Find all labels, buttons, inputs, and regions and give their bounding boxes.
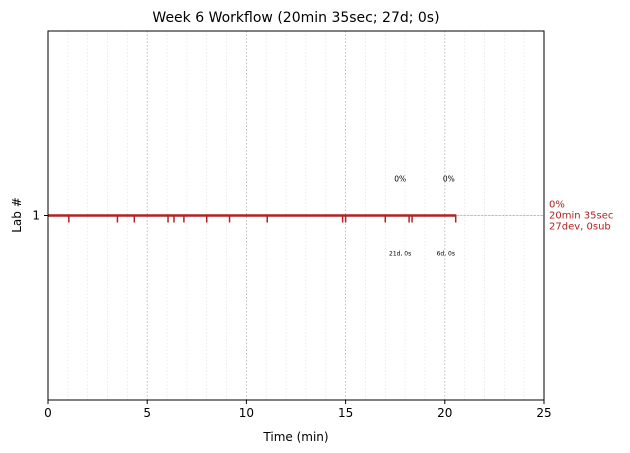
y-tick-label: 1: [32, 209, 40, 223]
chart-title: Week 6 Workflow (20min 35sec; 27d; 0s): [152, 10, 439, 26]
annotation-layer: 0% 0% 21d, 0s 6d, 0s: [389, 175, 455, 258]
y-axis-label: Lab #: [10, 197, 24, 233]
x-axis-ticks: 0 5 10 15 20 25: [44, 400, 552, 420]
x-tick-label: 15: [338, 406, 353, 420]
annotation-label: 21d, 0s: [389, 250, 411, 257]
end-label: 27dev, 0sub: [549, 222, 611, 233]
annotation-label: 0%: [443, 175, 455, 184]
annotation-label: 6d, 0s: [437, 250, 455, 257]
end-label: 0%: [549, 200, 565, 211]
x-axis-label: Time (min): [262, 430, 328, 444]
x-tick-label: 20: [437, 406, 452, 420]
x-tick-label: 10: [239, 406, 254, 420]
y-axis-ticks: 1: [32, 209, 48, 223]
end-label: 20min 35sec: [549, 211, 613, 222]
x-tick-label: 0: [44, 406, 52, 420]
x-tick-label: 25: [536, 406, 551, 420]
x-tick-label: 5: [143, 406, 151, 420]
annotation-label: 0%: [394, 175, 406, 184]
major-grid: [48, 31, 544, 400]
series-layer: [48, 214, 544, 223]
